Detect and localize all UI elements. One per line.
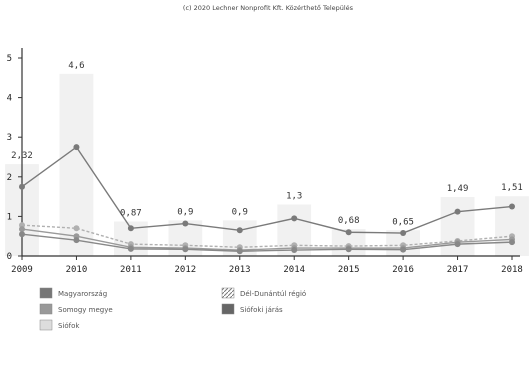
- y-tick-label: 1: [7, 212, 12, 222]
- legend-label: Siófok: [58, 322, 80, 330]
- data-label-2018: 1,51: [501, 183, 523, 193]
- y-tick-label: 5: [7, 54, 12, 64]
- series-line-3: [21, 233, 513, 252]
- data-point: [236, 248, 243, 255]
- data-point: [19, 226, 25, 233]
- legend-label: Magyarország: [58, 290, 107, 298]
- legend-swatch: [221, 287, 235, 299]
- legend-swatch: [221, 303, 235, 315]
- data-label-2012: 0,9: [177, 207, 193, 217]
- legend-swatch: [39, 287, 53, 299]
- x-tick-label: 2018: [501, 265, 523, 275]
- x-tick-label: 2016: [392, 265, 414, 275]
- x-tick-label: 2011: [120, 265, 142, 275]
- y-tick-label: 0: [7, 252, 12, 262]
- legend-label: Siófoki járás: [240, 306, 283, 314]
- data-point: [345, 246, 352, 253]
- legend-label: Dél-Dunántúl régió: [240, 290, 306, 298]
- bar-layer: [5, 73, 529, 256]
- series-line-2: [21, 228, 513, 251]
- data-point: [454, 208, 461, 215]
- y-tick-label: 4: [7, 94, 12, 104]
- legend-label: Somogy megye: [58, 306, 113, 314]
- data-point: [182, 246, 189, 253]
- axes-layer: 0 1 2 3 4 5 2009 2010 2011 2012 2013 2014 2015 2016 20…: [7, 48, 523, 275]
- x-tick-label: 2014: [283, 265, 305, 275]
- data-point: [291, 215, 298, 222]
- x-tick-label: 2017: [447, 265, 469, 275]
- bar-2017: [440, 196, 475, 256]
- data-point: [400, 246, 407, 253]
- data-point: [19, 183, 25, 190]
- series-layer: [19, 144, 515, 255]
- data-label-2016: 0,65: [392, 217, 414, 227]
- x-tick-label: 2010: [66, 265, 88, 275]
- legend: Magyarország Dél-Dunántúl régió Somogy meg…: [39, 287, 306, 331]
- data-point: [236, 227, 243, 234]
- data-point: [509, 239, 515, 246]
- y-tick-label: 2: [7, 173, 12, 183]
- data-label-2010: 4,6: [68, 61, 84, 71]
- chart-title: (c) 2020 Lechner Nonprofit Kft. Közérthe…: [183, 3, 354, 12]
- data-label-2017: 1,49: [447, 184, 469, 194]
- series-line-1: [21, 224, 513, 248]
- data-point: [345, 229, 352, 236]
- data-point: [127, 245, 134, 252]
- legend-swatch: [39, 319, 53, 331]
- data-point: [291, 247, 298, 254]
- data-point: [454, 241, 461, 248]
- x-tick-label: 2013: [229, 265, 251, 275]
- x-tick-label: 2015: [338, 265, 360, 275]
- data-point: [400, 230, 407, 237]
- data-label-layer: 2,32 4,6 0,87 0,9 0,9 1,3 0,68 0,65 1,49 1,51: [11, 61, 523, 227]
- legend-swatch: [39, 303, 53, 315]
- data-point: [73, 144, 80, 151]
- data-label-2015: 0,68: [338, 216, 360, 226]
- series-line-0: [21, 146, 513, 234]
- x-tick-label: 2012: [174, 265, 196, 275]
- y-tick-label: 3: [7, 133, 12, 143]
- data-label-2013: 0,9: [232, 207, 248, 217]
- x-tick-label: 2009: [11, 265, 33, 275]
- data-point: [73, 237, 80, 244]
- data-label-2009: 2,32: [11, 151, 33, 161]
- data-label-2014: 1,3: [286, 192, 302, 202]
- data-point: [509, 203, 515, 210]
- data-point: [19, 231, 25, 238]
- data-point: [182, 220, 189, 227]
- data-point: [73, 225, 80, 232]
- data-label-2011: 0,87: [120, 209, 142, 219]
- data-point: [127, 225, 134, 232]
